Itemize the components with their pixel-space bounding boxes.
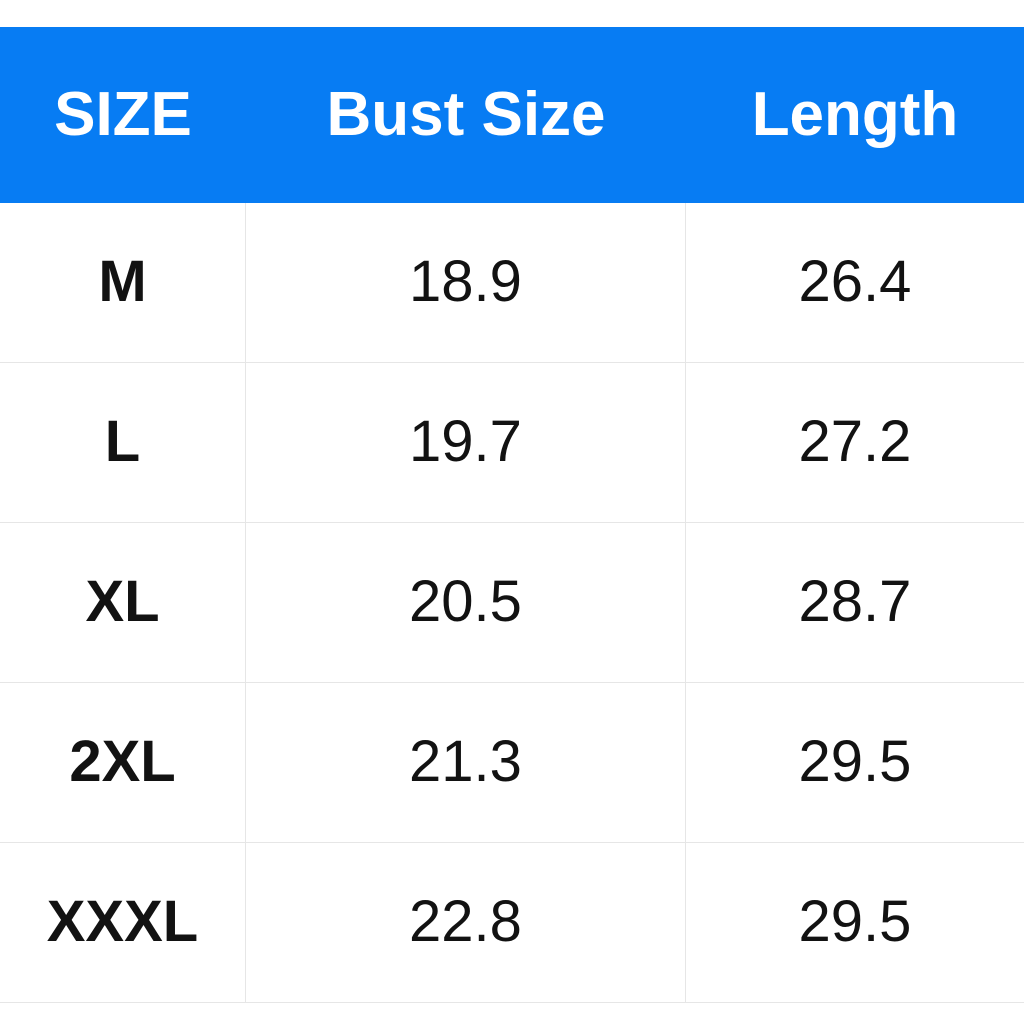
- column-header-length: Length: [751, 80, 959, 149]
- table-row: M 18.9 26.4: [0, 203, 1024, 363]
- table-row: L 19.7 27.2: [0, 363, 1024, 523]
- cell-size: M: [0, 203, 246, 362]
- column-header-size: SIZE: [54, 80, 192, 149]
- cell-bust-size: 18.9: [246, 203, 686, 362]
- cell-size: XXXL: [0, 843, 246, 1002]
- table-row: XL 20.5 28.7: [0, 523, 1024, 683]
- table-header-row: SIZE Bust Size Length: [0, 27, 1024, 203]
- cell-size: XL: [0, 523, 246, 682]
- cell-length: 29.5: [798, 729, 912, 795]
- cell-length: 29.5: [798, 889, 912, 955]
- cell-bust-size: 22.8: [246, 843, 686, 1002]
- size-chart-table: SIZE Bust Size Length M 18.9 26.4 L 19.7…: [0, 27, 1024, 1003]
- cell-size: 2XL: [0, 683, 246, 842]
- table-body: M 18.9 26.4 L 19.7 27.2 XL 20.5 28.7 2XL…: [0, 203, 1024, 1003]
- table-row: XXXL 22.8 29.5: [0, 843, 1024, 1003]
- cell-length: 28.7: [798, 569, 912, 635]
- cell-bust-size: 20.5: [246, 523, 686, 682]
- cell-bust-size: 19.7: [246, 363, 686, 522]
- cell-length: 27.2: [798, 409, 912, 475]
- table-row: 2XL 21.3 29.5: [0, 683, 1024, 843]
- cell-length: 26.4: [798, 249, 912, 315]
- column-header-bust-size: Bust Size: [326, 80, 606, 149]
- cell-bust-size: 21.3: [246, 683, 686, 842]
- cell-size: L: [0, 363, 246, 522]
